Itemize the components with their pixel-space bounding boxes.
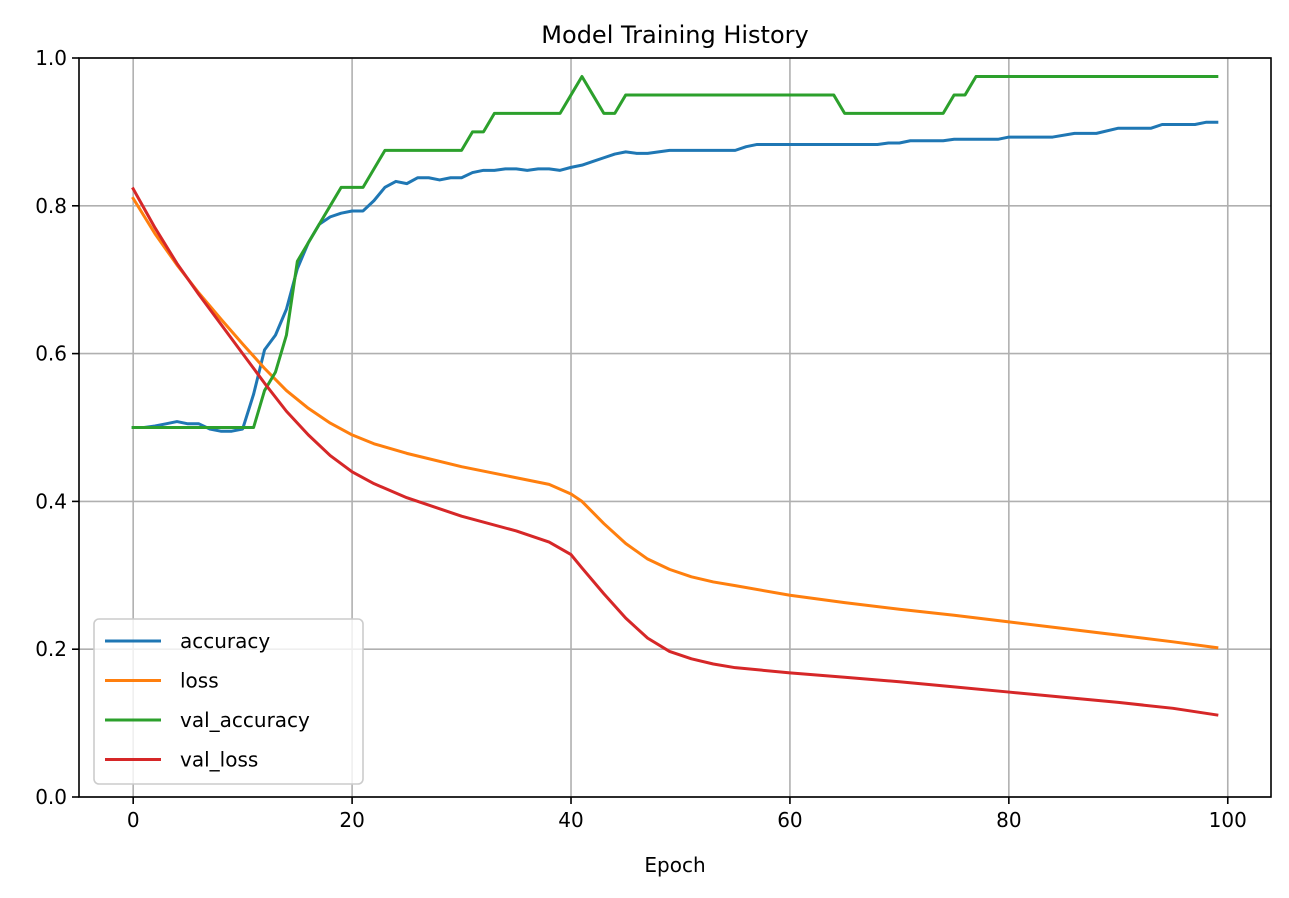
chart-title: Model Training History [541,21,808,49]
y-tick-label: 1.0 [35,46,67,70]
y-tick-label: 0.6 [35,342,67,366]
y-tick-label: 0.8 [35,194,67,218]
x-tick-label: 0 [127,808,140,832]
y-tick-label: 0.4 [35,489,67,513]
legend-label: loss [180,669,219,693]
x-axis-label: Epoch [644,853,705,877]
x-tick-label: 20 [339,808,364,832]
series-line-loss [131,196,1219,650]
x-tick-label: 100 [1209,808,1247,832]
series-line-val-accuracy [131,74,1219,429]
series-lines [131,74,1219,717]
legend-label: val_accuracy [180,708,310,732]
legend-label: val_loss [180,748,258,772]
x-tick-label: 40 [558,808,583,832]
legend-label: accuracy [180,629,270,653]
series-line-val-loss [131,186,1219,717]
y-tick-label: 0.0 [35,785,67,809]
plot-frame [78,57,1272,798]
legend-box [93,618,364,785]
y-tick-label: 0.2 [35,637,67,661]
legend: accuracy loss val_accuracy val_loss [93,618,364,785]
x-tick-label: 60 [777,808,802,832]
x-tick-label: 80 [996,808,1021,832]
axis-ticks: 0 20 40 60 80 100 0.0 0.2 0.4 0.6 0.8 1.0 [35,46,1247,832]
